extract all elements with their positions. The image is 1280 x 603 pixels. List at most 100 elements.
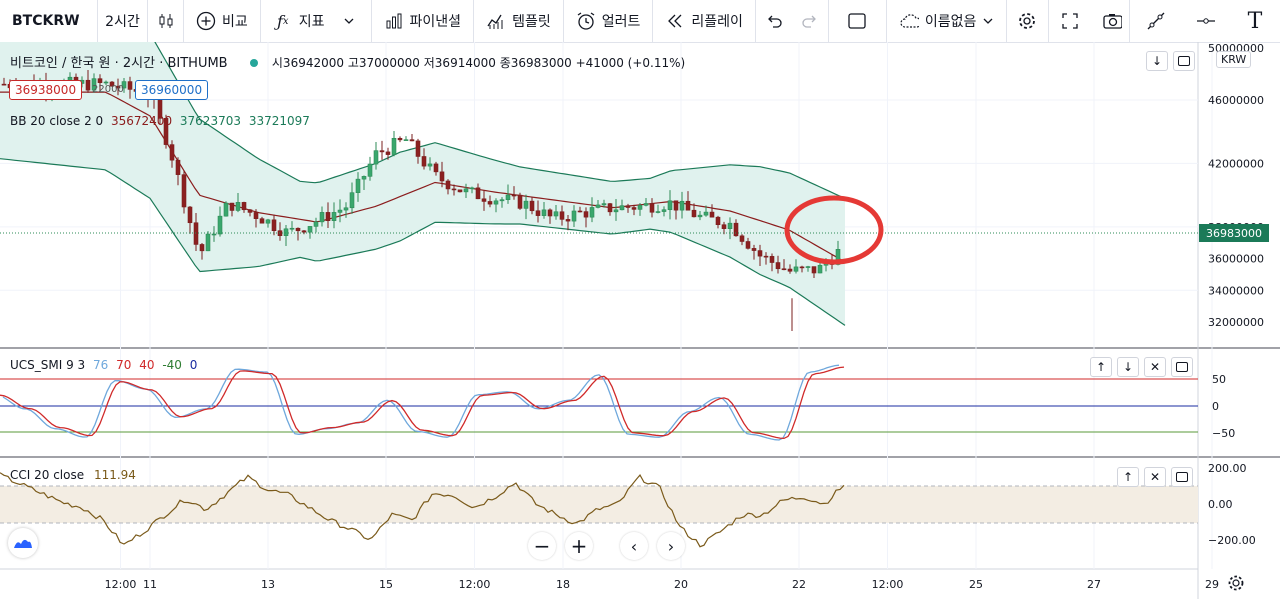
scroll-right-button[interactable]: › [657, 532, 685, 560]
undo-button[interactable] [756, 0, 792, 42]
time-tick-label: 20 [674, 578, 688, 591]
candle-body [319, 212, 325, 223]
candle-body [343, 207, 349, 211]
layout-button[interactable]: 이름없음 [887, 0, 1007, 42]
move-up-button[interactable]: ↑ [1090, 357, 1112, 377]
snapshot-button[interactable] [1091, 0, 1133, 42]
candle-body [121, 81, 127, 89]
candle-body [127, 81, 133, 90]
time-tick-label: 15 [379, 578, 393, 591]
candle-icon [157, 11, 175, 31]
maximize-pane-button[interactable] [1171, 357, 1193, 377]
sell-price-button[interactable]: 36938000 [9, 80, 83, 100]
time-axis[interactable]: 12:00 11 13 15 12:00 18 20 22 12:00 25 27 29 [105, 578, 1219, 591]
scroll-left-button[interactable]: ‹ [620, 532, 648, 560]
redo-icon [800, 11, 820, 31]
buy-price-button[interactable]: 36960000 [135, 80, 209, 100]
candle-body [295, 227, 301, 232]
candle-body [541, 209, 547, 216]
currency-tag[interactable]: KRW [1216, 51, 1252, 68]
logo-icon[interactable] [8, 528, 38, 558]
replay-button[interactable]: 리플레이 [653, 0, 756, 42]
pine-button[interactable]: 파이낸셜 [372, 0, 475, 42]
price-tick-label: 34000000 [1208, 284, 1264, 297]
chart-canvas[interactable]: 5000000046000000420000003800000036000000… [0, 13, 1280, 599]
candle-body [457, 189, 463, 193]
smi-param-1: 76 [93, 358, 109, 372]
arrow-down-icon: ↓ [1122, 360, 1134, 374]
price-tick-label: 36000000 [1208, 253, 1264, 266]
axis-settings-gear-icon[interactable] [1228, 575, 1244, 591]
candle-body [229, 202, 235, 211]
template-icon [486, 11, 506, 31]
candle-body [307, 226, 313, 233]
chart-type-button[interactable] [148, 0, 184, 42]
remove-pane-button[interactable]: ✕ [1144, 467, 1166, 487]
candle-body [787, 268, 793, 272]
trend-line-icon[interactable] [1145, 11, 1165, 31]
smi-legend[interactable]: UCS_SMI 9 3 76 70 40 -40 0 [10, 358, 197, 372]
candle-body [535, 210, 541, 216]
candle-body [241, 202, 247, 211]
alert-button[interactable]: 얼러트 [564, 0, 654, 42]
candle-body [337, 209, 343, 213]
price-axis[interactable]: 5000000046000000420000003800000036000000… [1208, 42, 1264, 329]
smi-param-3: 40 [139, 358, 155, 372]
candle-body [775, 262, 781, 270]
text-tool-icon[interactable]: T [1247, 8, 1263, 34]
candle-body [673, 200, 679, 211]
candle-body [325, 212, 331, 221]
time-tick-label: 11 [143, 578, 157, 591]
spread-label: 22000 [92, 84, 124, 95]
chevron-down-icon [339, 11, 359, 31]
collapse-pane-button[interactable]: ↓ [1146, 51, 1168, 71]
smi-tick-label: 0 [1212, 400, 1219, 413]
maximize-pane-button[interactable] [1173, 51, 1195, 71]
cloud-icon [899, 11, 919, 31]
plus-circle-icon [196, 11, 216, 31]
cci-axis[interactable]: 200.00 0.00 −200.00 [1208, 462, 1256, 547]
move-up-button[interactable]: ↑ [1117, 467, 1139, 487]
cci-legend[interactable]: CCI 20 close 111.94 [10, 468, 136, 482]
bb-legend[interactable]: BB 20 close 2 0 35672400 37623703 337210… [10, 114, 310, 128]
candle-body [259, 218, 265, 224]
candle-body [115, 85, 121, 89]
zoom-in-button[interactable]: + [565, 532, 593, 560]
maximize-pane-button[interactable] [1171, 467, 1193, 487]
zoom-out-button[interactable]: − [528, 532, 556, 560]
candle-body [361, 176, 367, 180]
symbol-button[interactable]: BTCKRW [0, 0, 98, 42]
candle-body [487, 201, 493, 205]
symbol-legend[interactable]: 비트코인 / 한국 원 · 2시간 · BITHUMB 시36942000 고3… [10, 52, 685, 71]
chevron-down-icon [982, 11, 994, 31]
smi-label: UCS_SMI 9 3 [10, 358, 86, 372]
drawing-tools: T [1129, 0, 1280, 42]
move-down-button[interactable]: ↓ [1117, 357, 1139, 377]
smi-tick-label: −50 [1212, 427, 1235, 440]
templates-button[interactable]: 템플릿 [474, 0, 564, 42]
candle-body [217, 215, 223, 235]
candle-body [97, 78, 103, 83]
bb-lower-line [0, 158, 846, 326]
annotation-circle[interactable] [784, 195, 884, 265]
redo-button[interactable] [792, 0, 829, 42]
candle-body [367, 163, 373, 177]
candle-body [751, 248, 757, 251]
fullscreen-button[interactable] [1049, 0, 1091, 42]
horizontal-line-icon[interactable] [1195, 11, 1215, 31]
candle-body [493, 200, 499, 205]
candle-body [817, 264, 823, 274]
chart-area[interactable]: 5000000046000000420000003800000036000000… [0, 13, 1280, 599]
settings-button[interactable] [1007, 0, 1049, 42]
interval-button[interactable]: 2시간 [98, 0, 148, 42]
compare-button[interactable]: 비교 [184, 0, 261, 42]
smi-axis[interactable]: 50 0 −50 [1212, 373, 1235, 440]
fullscreen-box-button[interactable] [829, 0, 887, 42]
candle-body [715, 216, 721, 226]
candle-body [385, 151, 391, 155]
candle-body [709, 211, 715, 218]
remove-pane-button[interactable]: ✕ [1144, 357, 1166, 377]
candle-body [553, 211, 559, 217]
